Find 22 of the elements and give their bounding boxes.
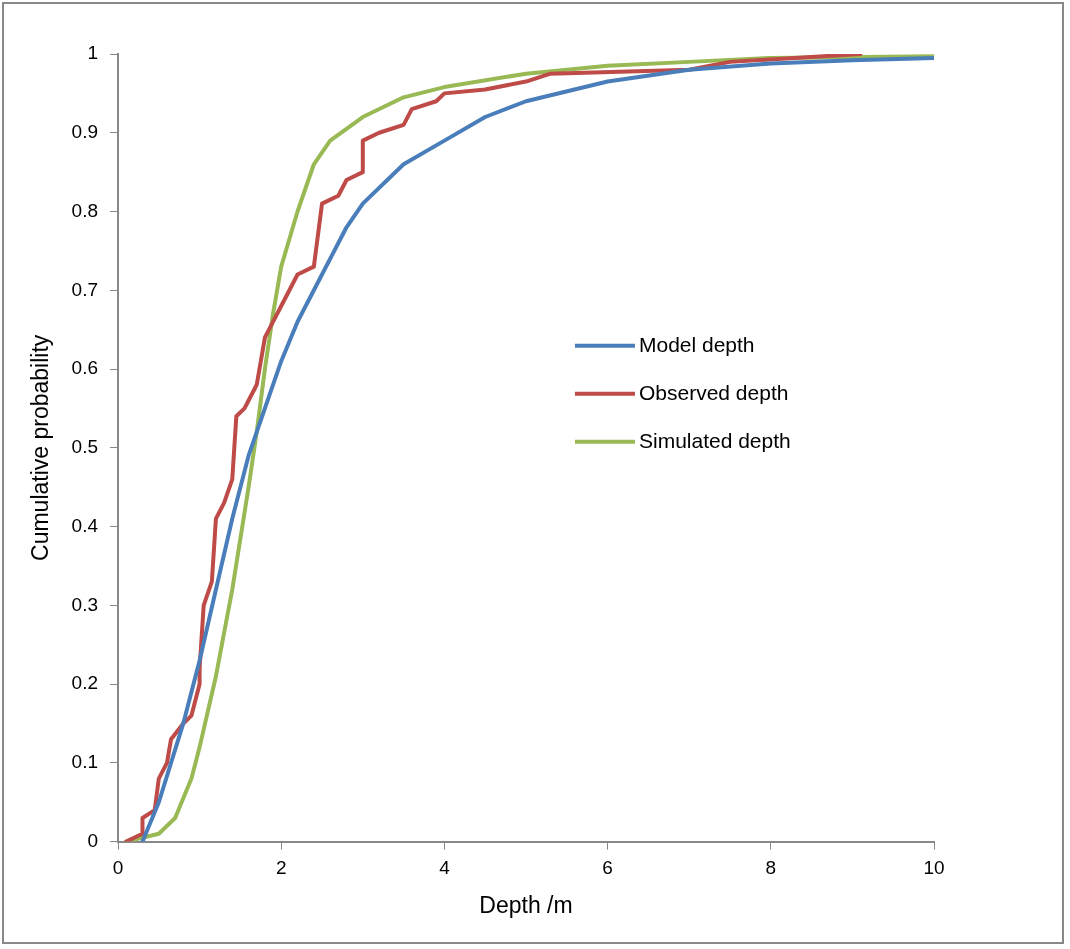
- legend-label: Observed depth: [638, 380, 789, 404]
- y-axis-title: Cumulative probability: [27, 334, 54, 561]
- x-tick-label: 10: [923, 857, 945, 879]
- y-tick-label: 0.4: [71, 514, 99, 536]
- y-tick-label: 0.2: [71, 672, 99, 694]
- y-tick-label: 0.8: [71, 199, 99, 221]
- y-tick-label: 0.9: [71, 120, 99, 142]
- x-axis-title: Depth /m: [479, 891, 573, 918]
- legend-label: Model depth: [638, 332, 755, 356]
- x-tick-label: 0: [112, 857, 124, 879]
- y-tick-label: 0.7: [71, 278, 99, 300]
- x-tick-label: 2: [275, 857, 287, 879]
- legend-label: Simulated depth: [638, 428, 791, 452]
- y-tick-label: 0.6: [71, 357, 99, 379]
- y-tick-label: 0: [87, 829, 99, 851]
- y-tick-label: 0.3: [71, 593, 99, 615]
- x-tick-label: 6: [602, 857, 613, 879]
- y-tick-label: 0.5: [71, 436, 99, 458]
- y-tick-label: 0.1: [71, 751, 99, 773]
- y-tick-label: 1: [87, 42, 99, 64]
- x-tick-label: 4: [439, 857, 451, 879]
- x-tick-label: 8: [765, 857, 777, 879]
